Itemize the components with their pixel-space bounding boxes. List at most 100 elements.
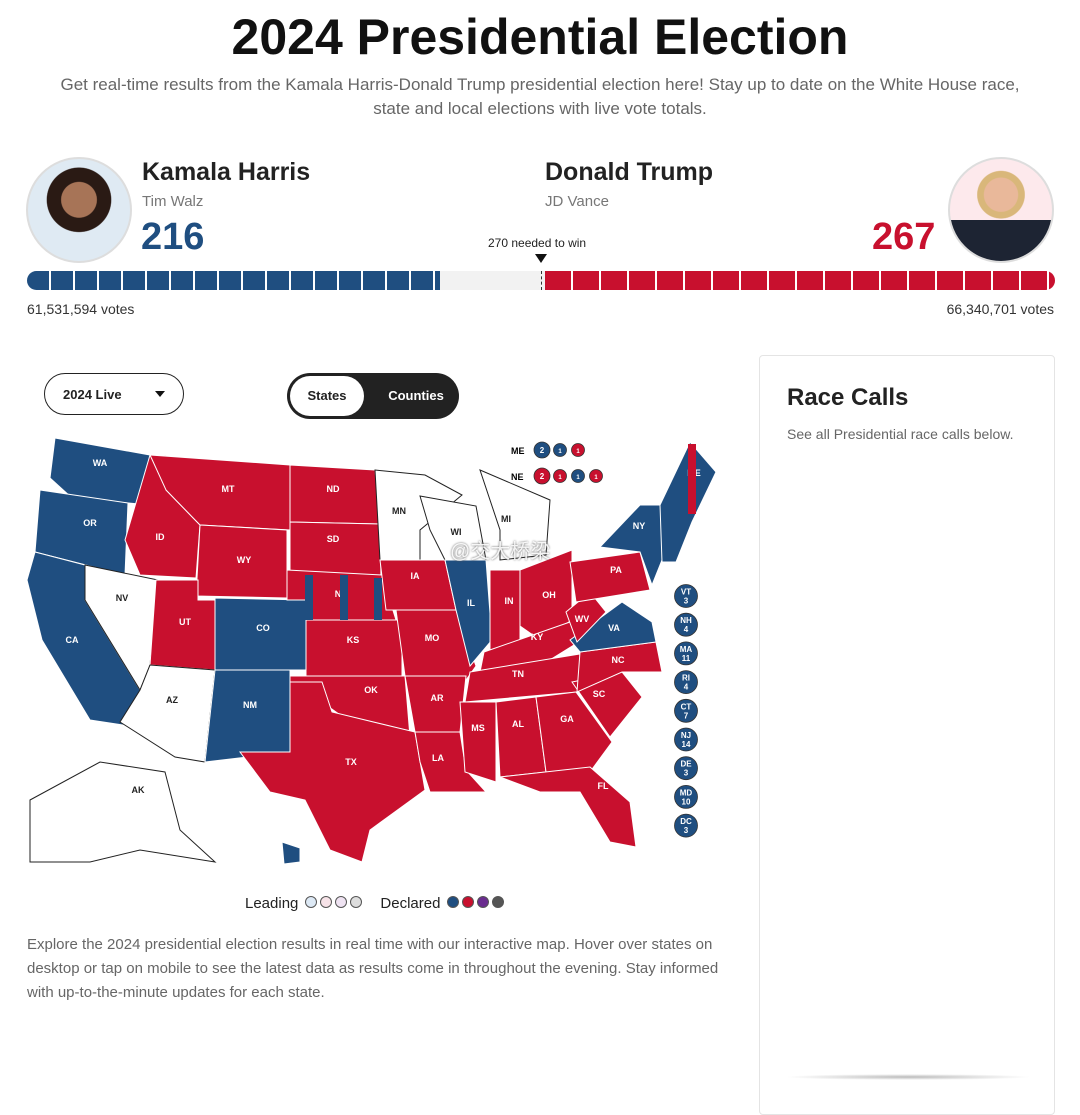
ne-district-stripe — [305, 575, 313, 620]
state-label: WV — [575, 614, 590, 624]
legend-dot — [477, 896, 490, 908]
state-label: IL — [467, 598, 476, 608]
small-state-ct[interactable] — [674, 698, 698, 723]
small-state-ri[interactable] — [674, 670, 698, 694]
page-subtitle: Get real-time results from the Kamala Ha… — [60, 75, 1020, 118]
watermark: @交大桥梁 — [450, 541, 551, 563]
district-dot[interactable] — [589, 469, 603, 483]
dot-label: 1 — [558, 475, 562, 481]
state-label: TN — [512, 669, 524, 679]
electoral-progress-bar — [27, 271, 1055, 290]
threshold-line — [541, 271, 542, 290]
district-dot[interactable] — [533, 441, 551, 459]
state-label: WI — [451, 527, 462, 537]
dot-label: MD — [680, 788, 693, 797]
threshold-marker-icon — [535, 254, 547, 263]
state-label: NV — [116, 593, 129, 603]
legend-declared-dots — [444, 895, 505, 912]
state-fl[interactable] — [499, 766, 637, 848]
state-sd[interactable] — [289, 521, 382, 579]
district-dot[interactable] — [571, 443, 585, 457]
ne-district-stripe — [340, 575, 348, 620]
state-label: OK — [364, 685, 378, 695]
split-state-label: NE — [511, 472, 524, 482]
scroll-shadow — [785, 1074, 1031, 1080]
state-label: FL — [598, 781, 609, 791]
state-label: MT — [222, 484, 235, 494]
dot-label: NH — [680, 616, 692, 625]
district-dot[interactable] — [553, 443, 567, 457]
state-ga[interactable] — [535, 691, 613, 773]
state-label: NC — [612, 655, 625, 665]
state-label: HI — [250, 841, 259, 851]
dem-progress-fill — [27, 271, 440, 290]
state-label: KY — [531, 632, 544, 642]
state-ia[interactable] — [379, 559, 457, 611]
dem-popular-votes: 61,531,594 votes — [27, 301, 135, 317]
state-il[interactable] — [444, 559, 493, 668]
state-ms[interactable] — [459, 701, 497, 783]
state-label: OR — [83, 518, 97, 528]
chevron-down-icon — [155, 391, 165, 397]
small-state-de[interactable] — [674, 756, 698, 781]
state-ar[interactable] — [404, 675, 467, 733]
state-pa[interactable] — [569, 551, 651, 603]
small-state-dc[interactable] — [674, 813, 698, 838]
state-ky[interactable] — [479, 621, 583, 673]
dot-label: DE — [680, 760, 692, 769]
small-state-md[interactable] — [674, 785, 698, 809]
legend-dot — [350, 896, 363, 908]
state-label: OH — [542, 590, 556, 600]
dot-label: DC — [680, 817, 692, 826]
dot-label: 3 — [684, 826, 689, 835]
small-state-ma[interactable] — [674, 641, 698, 666]
state-label: WY — [237, 555, 252, 565]
race-calls-subtitle: See all Presidential race calls below. — [787, 426, 1014, 442]
small-state-nj[interactable] — [674, 727, 698, 752]
state-label: LA — [432, 753, 444, 763]
small-state-nh[interactable] — [674, 612, 698, 637]
state-nd[interactable] — [289, 464, 381, 525]
tab-states[interactable]: States — [290, 376, 364, 416]
state-hi[interactable] — [281, 841, 301, 865]
district-dot[interactable] — [533, 467, 551, 485]
dem-candidate-name: Kamala Harris — [142, 158, 311, 186]
state-label: AR — [431, 693, 444, 703]
state-tx[interactable] — [239, 681, 426, 863]
state-label: ND — [327, 484, 340, 494]
rep-candidate-name: Donald Trump — [545, 158, 714, 186]
trump-avatar — [948, 157, 1054, 263]
tab-counties[interactable]: Counties — [388, 388, 444, 403]
state-va[interactable] — [569, 601, 657, 653]
rep-electoral-votes: 267 — [872, 216, 936, 258]
small-state-vt[interactable] — [674, 584, 698, 608]
state-mi[interactable] — [479, 469, 551, 561]
rep-popular-votes: 66,340,701 votes — [946, 301, 1054, 317]
district-dot[interactable] — [571, 469, 585, 483]
state-label: MN — [392, 506, 406, 516]
view-toggle[interactable]: States Counties — [287, 373, 459, 419]
district-dot[interactable] — [553, 469, 567, 483]
state-label: KS — [347, 635, 360, 645]
state-label: NY — [633, 521, 646, 531]
state-co[interactable] — [214, 597, 307, 671]
state-label: CA — [66, 635, 79, 645]
year-select-value: 2024 Live — [63, 387, 122, 402]
state-la[interactable] — [414, 731, 488, 793]
dot-label: 3 — [684, 597, 689, 606]
dot-label: 4 — [684, 625, 689, 634]
year-select[interactable]: 2024 Live — [44, 373, 184, 415]
state-label: AL — [512, 719, 524, 729]
dot-label: 10 — [682, 797, 691, 806]
legend-dot — [462, 896, 475, 908]
state-ak[interactable] — [29, 761, 217, 863]
state-label: AK — [132, 785, 145, 795]
legend-dot — [447, 896, 460, 908]
state-ks[interactable] — [305, 619, 403, 677]
state-label: WA — [93, 458, 108, 468]
ne-district-stripe — [374, 578, 382, 620]
legend-dot — [320, 896, 333, 908]
state-in[interactable] — [489, 569, 521, 653]
page-title: 2024 Presidential Election — [231, 9, 849, 65]
state-nm[interactable] — [204, 669, 291, 763]
